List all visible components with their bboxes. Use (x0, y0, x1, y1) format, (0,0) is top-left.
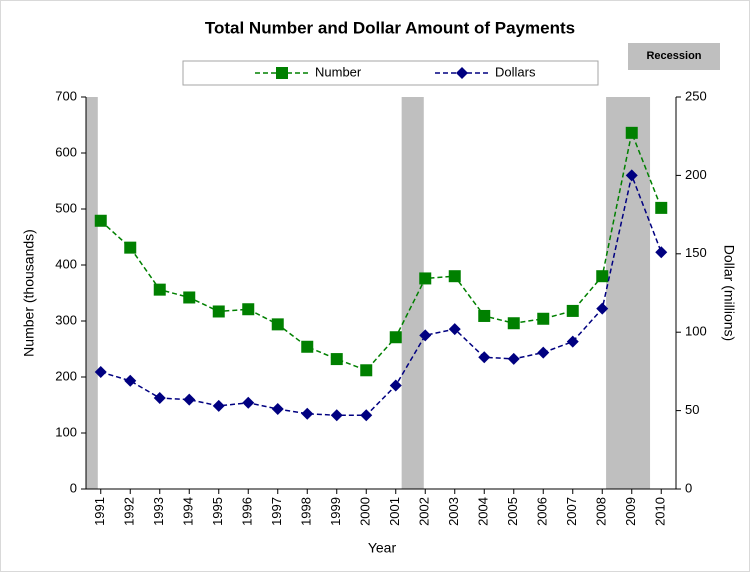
chart-title: Total Number and Dollar Amount of Paymen… (205, 18, 575, 37)
point (360, 364, 373, 377)
x-axis-label: Year (368, 540, 397, 556)
x-tick-label: 2006 (535, 497, 550, 526)
point (212, 399, 225, 412)
y-tick-label: 500 (55, 200, 77, 215)
point (271, 318, 284, 331)
x-tick-label: 2005 (505, 497, 520, 526)
point (301, 340, 314, 353)
point (94, 214, 107, 227)
x-tick-label: 1995 (210, 497, 225, 526)
x-tick-label: 2002 (417, 497, 432, 526)
x-tick-label: 1993 (151, 497, 166, 526)
point (478, 309, 491, 322)
point (625, 169, 638, 182)
point (625, 126, 638, 139)
legend-label: Dollars (495, 64, 536, 79)
point (507, 317, 520, 330)
point (94, 366, 107, 379)
point (655, 201, 668, 214)
point (419, 272, 432, 285)
y-tick-label: 200 (55, 368, 77, 383)
point (153, 283, 166, 296)
recession-band (401, 97, 424, 489)
y-axis-label: Number (thousands) (21, 229, 37, 357)
point (419, 329, 432, 342)
recession-legend (628, 43, 720, 70)
recession-band (86, 97, 98, 489)
point (507, 352, 520, 365)
point (124, 241, 137, 254)
point (566, 335, 579, 348)
point (596, 270, 609, 283)
point (448, 323, 461, 336)
point (276, 67, 288, 79)
point (271, 403, 284, 416)
x-tick-label: 1997 (269, 497, 284, 526)
x-tick-label: 1992 (122, 497, 137, 526)
y2-tick-label: 0 (685, 480, 692, 495)
y-tick-label: 600 (55, 144, 77, 159)
legend-box (182, 60, 599, 86)
point (478, 351, 491, 364)
point (566, 304, 579, 317)
point (537, 312, 550, 325)
point (242, 396, 255, 409)
point (596, 302, 609, 315)
x-tick-label: 2001 (387, 497, 402, 526)
x-tick-label: 2004 (476, 497, 491, 526)
y-tick-label: 400 (55, 256, 77, 271)
point (124, 374, 137, 387)
x-tick-label: 2010 (653, 497, 668, 526)
point (389, 331, 402, 344)
y-tick-label: 300 (55, 312, 77, 327)
x-tick-label: 2009 (623, 497, 638, 526)
point (242, 303, 255, 316)
y2-tick-label: 250 (685, 88, 707, 103)
y2-tick-label: 200 (685, 167, 707, 182)
x-tick-label: 1991 (92, 497, 107, 526)
x-tick-label: 1996 (240, 497, 255, 526)
point (456, 67, 468, 79)
y2-tick-label: 150 (685, 245, 707, 260)
point (301, 407, 314, 420)
point (537, 346, 550, 359)
point (389, 379, 402, 392)
y-tick-label: 0 (70, 480, 77, 495)
x-tick-label: 2007 (564, 497, 579, 526)
y2-axis-label: Dollar (millions) (721, 245, 737, 341)
point (360, 409, 373, 422)
recession-label: Recession (646, 50, 701, 62)
y2-tick-label: 50 (685, 402, 699, 417)
x-tick-label: 2003 (446, 497, 461, 526)
legend-label: Number (315, 64, 362, 79)
y2-tick-label: 100 (685, 324, 707, 339)
point (448, 270, 461, 283)
point (330, 409, 343, 422)
point (655, 246, 668, 259)
y-tick-label: 700 (55, 88, 77, 103)
point (183, 291, 196, 304)
point (330, 353, 343, 366)
x-tick-label: 1998 (299, 497, 314, 526)
x-tick-label: 2008 (594, 497, 609, 526)
point (153, 392, 166, 405)
point (183, 393, 196, 406)
recession-band (606, 97, 651, 489)
y-tick-label: 100 (55, 424, 77, 439)
x-tick-label: 2000 (358, 497, 373, 526)
x-tick-label: 1999 (328, 497, 343, 526)
x-tick-label: 1994 (181, 497, 196, 526)
point (212, 305, 225, 318)
